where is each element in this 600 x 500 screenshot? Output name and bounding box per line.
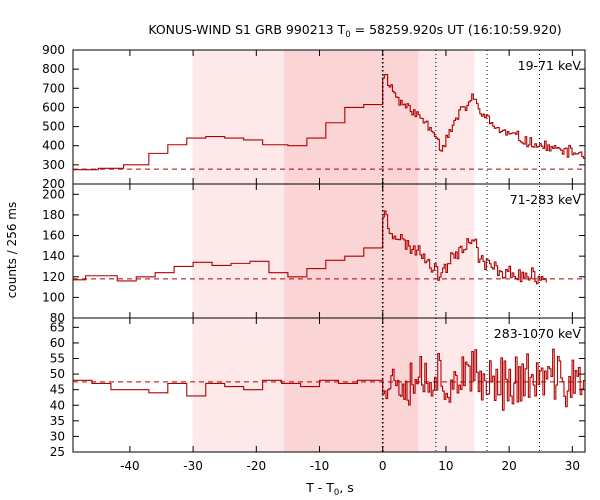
x-tick-label: 0 (379, 459, 387, 473)
x-tick-label: 30 (565, 459, 580, 473)
y-tick-label: 25 (50, 445, 65, 459)
y-tick-label: 80 (50, 311, 65, 325)
x-tick-label: -20 (247, 459, 267, 473)
y-tick-label: 160 (42, 229, 65, 243)
panel-1: 200 300 400 500 600 700 800 900 19-71 keV (42, 43, 585, 191)
y-tick-label: 60 (50, 336, 65, 350)
y-tick-label: 400 (42, 139, 65, 153)
y-tick-label: 55 (50, 352, 65, 366)
y-tick-label: 50 (50, 367, 65, 381)
x-tick-label: 20 (502, 459, 517, 473)
y-tick-label: 300 (42, 158, 65, 172)
y-tick-label: 65 (50, 320, 65, 334)
plot-frame (72, 49, 586, 453)
y-tick-label: 100 (42, 290, 65, 304)
light-curve-2 (73, 210, 548, 285)
x-tick-label: 10 (438, 459, 453, 473)
panel-2: 80 100 120 140 160 180 200 71-283 keV (42, 184, 585, 325)
y-tick-label: 700 (42, 81, 65, 95)
x-tick-label: -40 (120, 459, 140, 473)
x-axis-label: T - T0, s (305, 480, 354, 498)
y-tick-label: 600 (42, 100, 65, 114)
energy-band-label: 19-71 keV (518, 58, 582, 73)
y-tick-label: 140 (42, 249, 65, 263)
y-tick-label: 200 (42, 177, 65, 191)
x-tick-label: -30 (183, 459, 203, 473)
energy-band-label: 283-1070 keV (494, 326, 582, 341)
y-tick-label: 45 (50, 383, 65, 397)
light-curve-3 (73, 348, 585, 411)
y-tick-label: 180 (42, 208, 65, 222)
y-tick-label: 200 (42, 187, 65, 201)
y-axis-label: counts / 256 ms (5, 202, 19, 298)
y-tick-label: 40 (50, 398, 65, 412)
chart-title: KONUS-WIND S1 GRB 990213 T0 = 58259.920s… (148, 22, 561, 40)
light-curve-1 (73, 74, 585, 171)
energy-band-label: 71-283 keV (510, 192, 582, 207)
y-tick-label: 500 (42, 120, 65, 134)
y-tick-label: 120 (42, 270, 65, 284)
y-tick-label: 900 (42, 43, 65, 57)
y-tick-label: 800 (42, 62, 65, 76)
shaded-interval-1 (284, 50, 419, 452)
x-tick-label: -10 (310, 459, 330, 473)
y-tick-label: 35 (50, 414, 65, 428)
y-tick-label: 30 (50, 429, 65, 443)
